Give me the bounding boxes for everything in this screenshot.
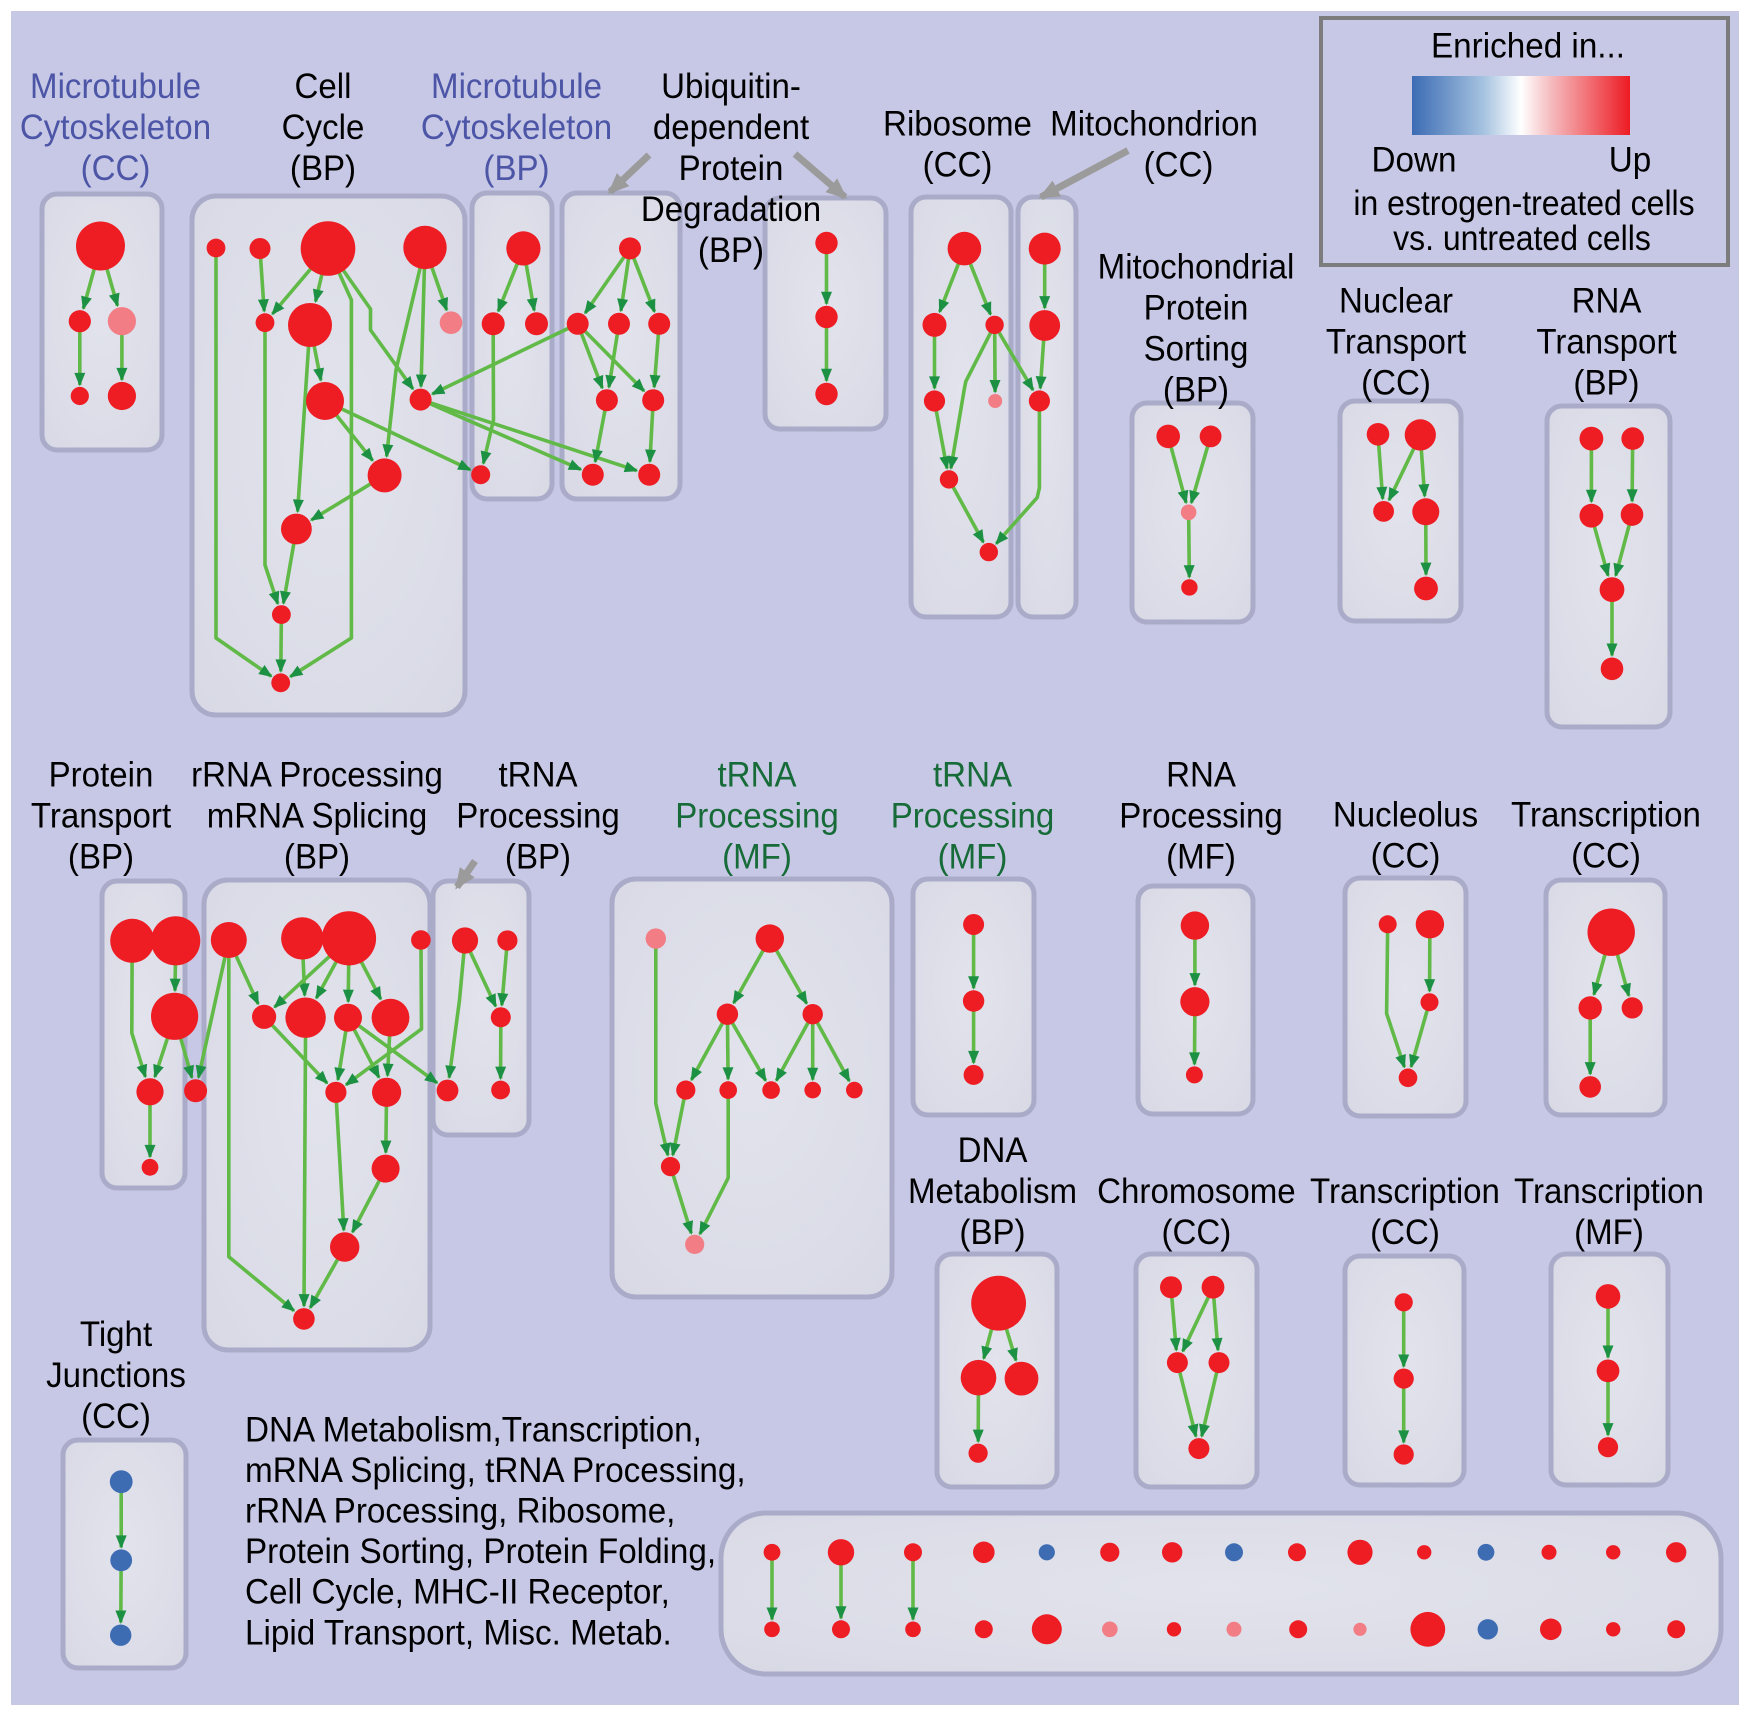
- svg-text:(CC): (CC): [81, 149, 151, 188]
- svg-text:(MF): (MF): [1574, 1213, 1644, 1252]
- svg-text:Processing: Processing: [891, 796, 1055, 835]
- svg-text:Mitochondrion: Mitochondrion: [1050, 104, 1258, 143]
- svg-text:Ubiquitin-: Ubiquitin-: [661, 67, 801, 106]
- svg-text:Transcription: Transcription: [1511, 795, 1701, 834]
- svg-text:Nuclear: Nuclear: [1339, 281, 1453, 320]
- svg-text:Junctions: Junctions: [46, 1356, 186, 1395]
- svg-text:(BP): (BP): [959, 1213, 1025, 1252]
- svg-text:(CC): (CC): [1361, 363, 1431, 402]
- svg-text:Protein: Protein: [1144, 288, 1249, 327]
- svg-text:Nucleolus: Nucleolus: [1333, 795, 1478, 834]
- svg-text:Protein: Protein: [49, 755, 154, 794]
- svg-text:(CC): (CC): [1144, 145, 1214, 184]
- svg-text:(CC): (CC): [1371, 836, 1441, 875]
- svg-text:(BP): (BP): [290, 149, 356, 188]
- svg-text:Metabolism: Metabolism: [908, 1172, 1077, 1211]
- svg-text:in estrogen-treated cells: in estrogen-treated cells: [1353, 185, 1694, 224]
- svg-text:(BP): (BP): [68, 837, 134, 876]
- svg-text:rRNA Processing, Ribosome,: rRNA Processing, Ribosome,: [245, 1492, 675, 1531]
- svg-text:Microtubule: Microtubule: [30, 67, 201, 106]
- svg-text:Cytoskeleton: Cytoskeleton: [421, 108, 612, 147]
- svg-text:(BP): (BP): [698, 231, 764, 270]
- svg-text:(BP): (BP): [284, 837, 350, 876]
- svg-text:(CC): (CC): [1162, 1213, 1232, 1252]
- svg-text:Enriched in...: Enriched in...: [1431, 27, 1625, 66]
- svg-text:Processing: Processing: [675, 796, 839, 835]
- svg-text:Chromosome: Chromosome: [1097, 1172, 1296, 1211]
- svg-text:Transport: Transport: [1326, 322, 1467, 361]
- svg-text:Processing: Processing: [456, 796, 620, 835]
- svg-text:Transcription: Transcription: [1514, 1172, 1704, 1211]
- svg-text:tRNA: tRNA: [498, 755, 577, 794]
- svg-text:(MF): (MF): [938, 837, 1008, 876]
- svg-text:rRNA Processing: rRNA Processing: [191, 755, 443, 794]
- svg-text:(BP): (BP): [505, 837, 571, 876]
- svg-text:Transport: Transport: [1536, 322, 1677, 361]
- svg-text:(MF): (MF): [722, 837, 792, 876]
- svg-text:Transport: Transport: [31, 796, 172, 835]
- svg-text:Cycle: Cycle: [282, 108, 365, 147]
- svg-text:Sorting: Sorting: [1144, 329, 1249, 368]
- svg-text:Down: Down: [1372, 141, 1457, 180]
- svg-text:Processing: Processing: [1119, 796, 1283, 835]
- svg-text:(BP): (BP): [1163, 370, 1229, 409]
- svg-text:mRNA Splicing, tRNA Processing: mRNA Splicing, tRNA Processing,: [245, 1451, 746, 1490]
- svg-text:Protein Sorting, Protein Foldi: Protein Sorting, Protein Folding,: [245, 1532, 716, 1571]
- svg-text:DNA Metabolism,Transcription,: DNA Metabolism,Transcription,: [245, 1411, 702, 1450]
- svg-text:Tight: Tight: [80, 1315, 153, 1354]
- svg-text:Cell Cycle, MHC-II Receptor,: Cell Cycle, MHC-II Receptor,: [245, 1573, 670, 1612]
- svg-text:(CC): (CC): [923, 145, 993, 184]
- svg-text:tRNA: tRNA: [717, 755, 796, 794]
- svg-text:Ribosome: Ribosome: [883, 104, 1032, 143]
- svg-text:(CC): (CC): [1370, 1213, 1440, 1252]
- svg-text:Mitochondrial: Mitochondrial: [1098, 247, 1295, 286]
- svg-text:(BP): (BP): [1573, 363, 1639, 402]
- svg-text:RNA: RNA: [1166, 755, 1236, 794]
- svg-text:Cytoskeleton: Cytoskeleton: [20, 108, 211, 147]
- svg-text:DNA: DNA: [958, 1131, 1028, 1170]
- svg-text:Protein: Protein: [679, 149, 784, 188]
- svg-text:RNA: RNA: [1572, 281, 1642, 320]
- svg-text:tRNA: tRNA: [933, 755, 1012, 794]
- svg-text:Lipid Transport, Misc. Metab.: Lipid Transport, Misc. Metab.: [245, 1614, 672, 1653]
- svg-text:(MF): (MF): [1166, 837, 1236, 876]
- svg-text:dependent: dependent: [653, 108, 810, 147]
- svg-text:mRNA Splicing: mRNA Splicing: [207, 796, 428, 835]
- svg-text:(BP): (BP): [483, 149, 549, 188]
- svg-text:(CC): (CC): [81, 1397, 151, 1436]
- svg-text:(CC): (CC): [1571, 836, 1641, 875]
- svg-text:Transcription: Transcription: [1310, 1172, 1500, 1211]
- svg-text:Up: Up: [1609, 141, 1651, 180]
- svg-text:Microtubule: Microtubule: [431, 67, 602, 106]
- svg-text:Degradation: Degradation: [641, 190, 821, 229]
- svg-text:vs. untreated cells: vs. untreated cells: [1393, 220, 1651, 259]
- svg-text:Cell: Cell: [295, 67, 352, 106]
